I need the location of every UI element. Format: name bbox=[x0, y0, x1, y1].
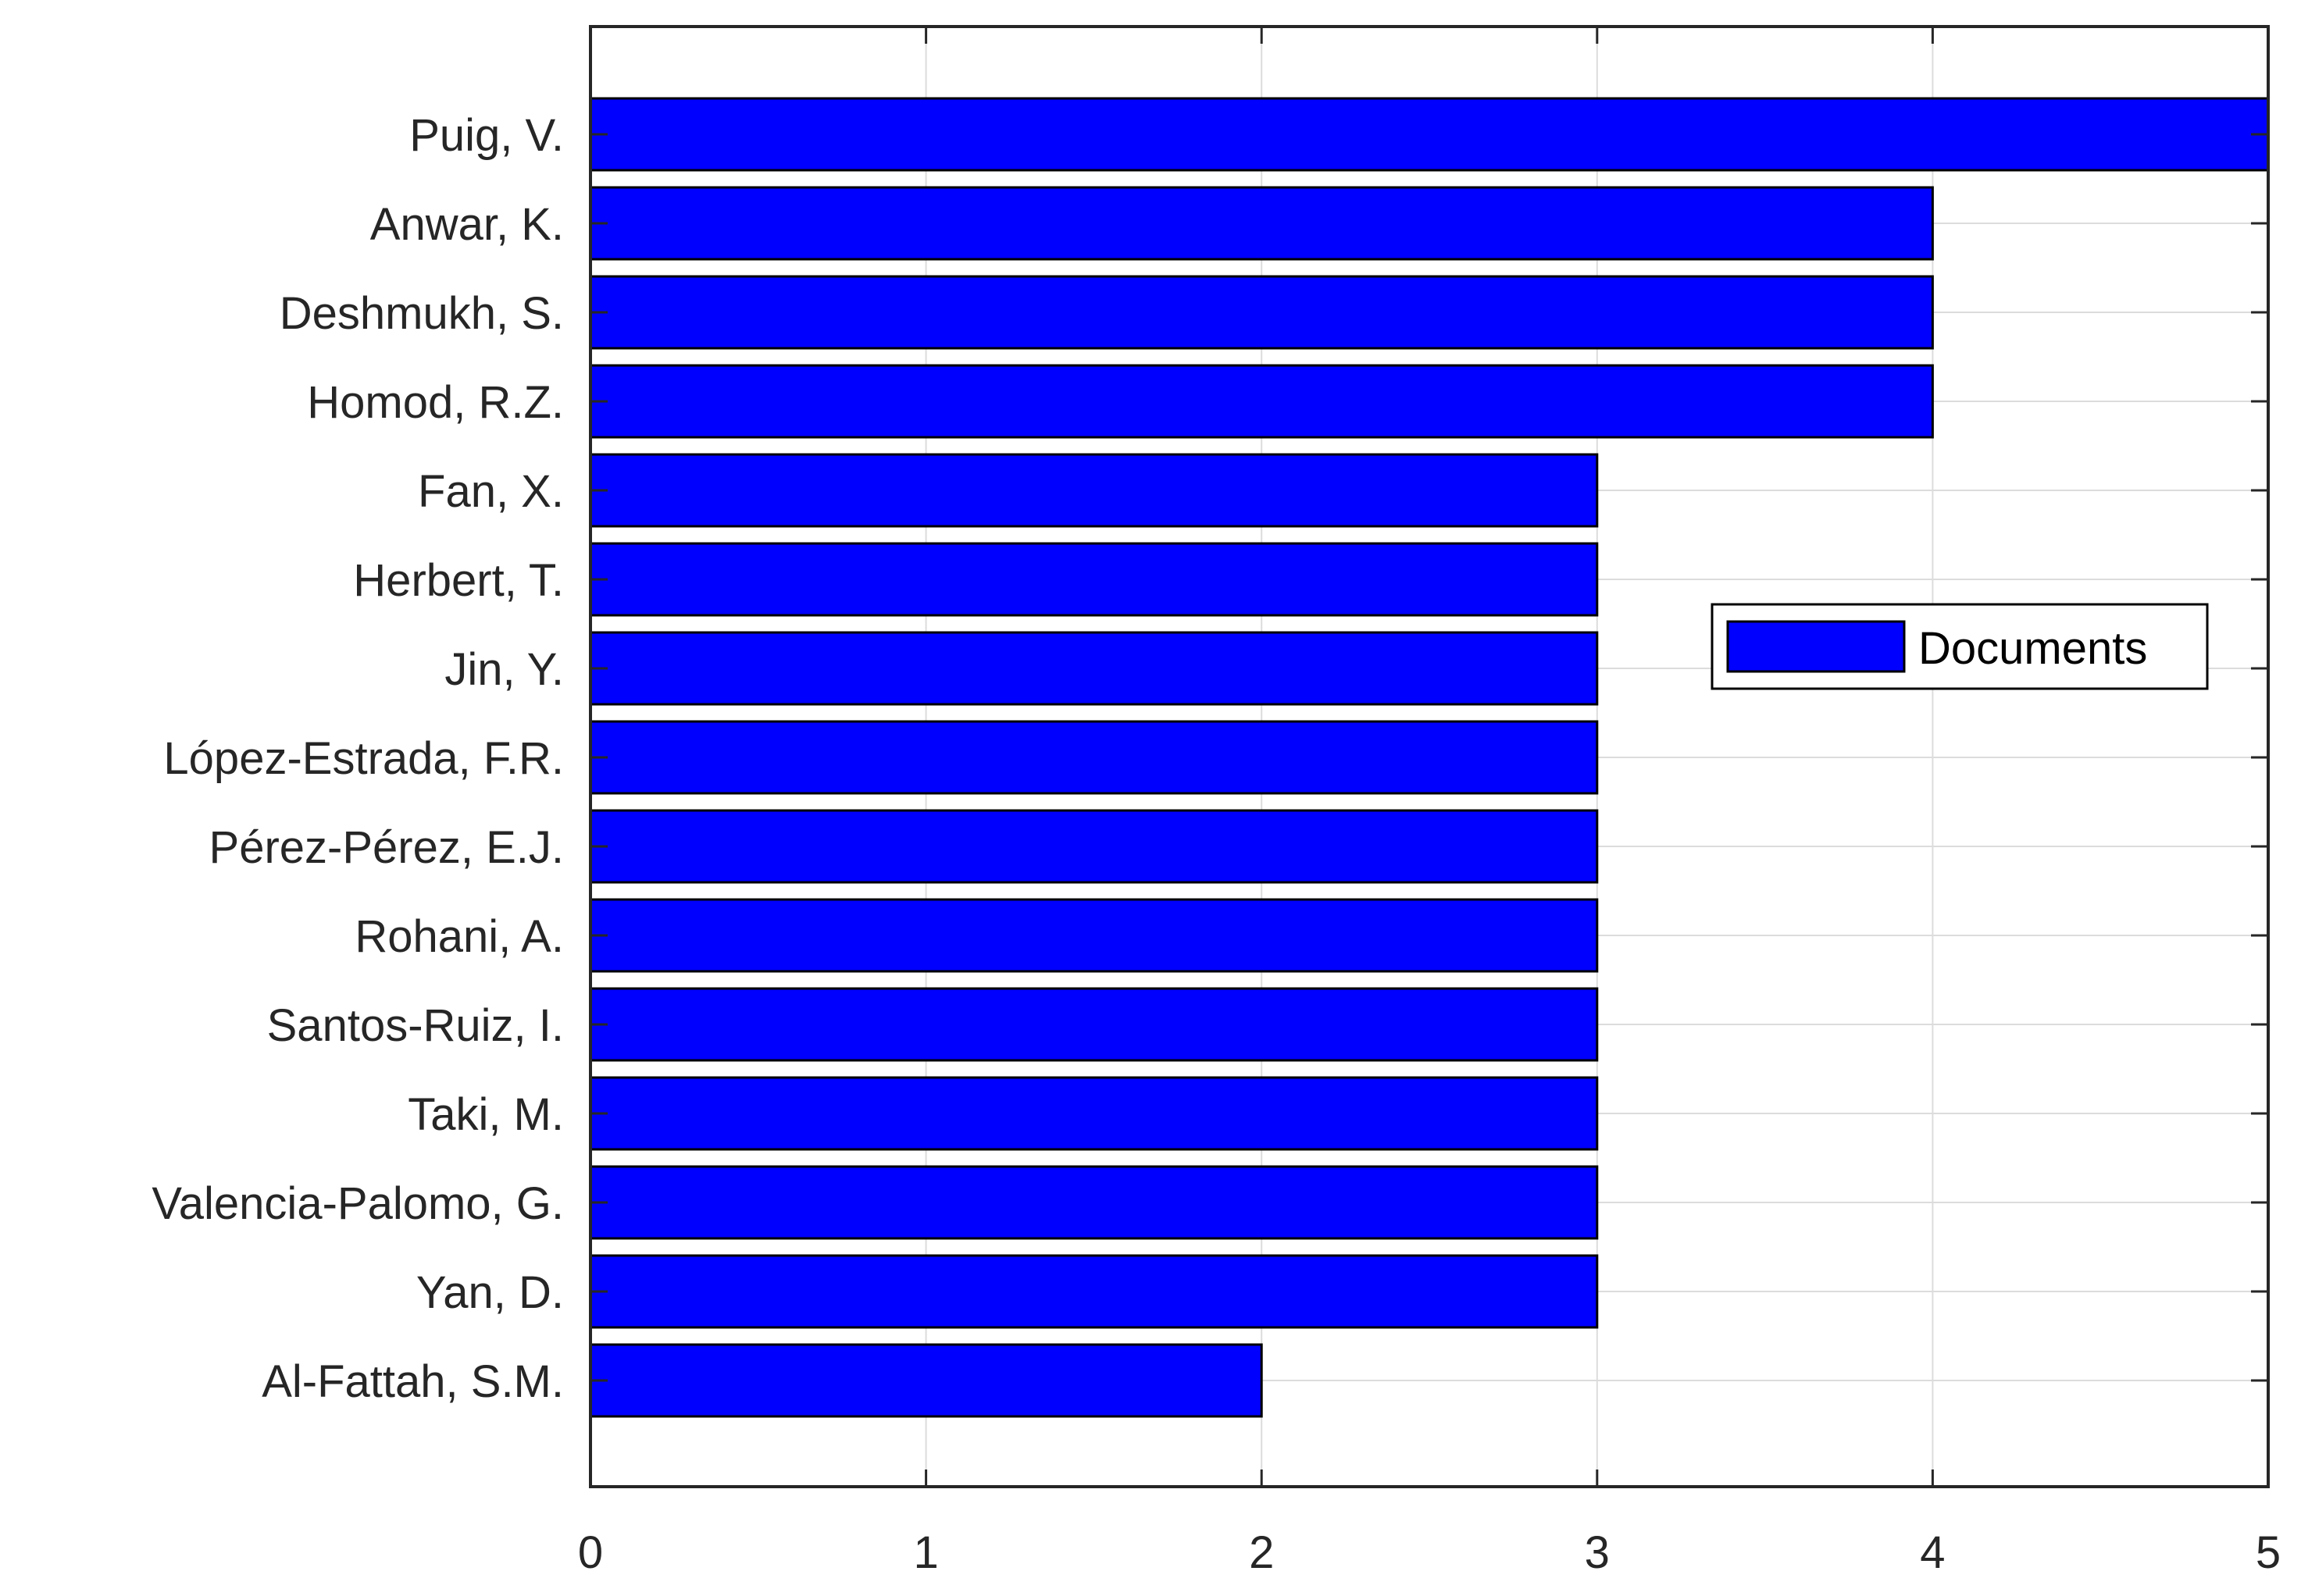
x-tick-label: 2 bbox=[1249, 1527, 1274, 1578]
bar bbox=[589, 1165, 1599, 1240]
y-tick-label: Pérez-Pérez, E.J. bbox=[209, 822, 564, 873]
y-tick-label: Santos-Ruiz, I. bbox=[267, 1000, 564, 1051]
y-tick-label: Rohani, A. bbox=[355, 911, 564, 962]
x-tick-labels: 0 1 2 3 4 5 bbox=[578, 1527, 2281, 1578]
bar bbox=[589, 809, 1599, 884]
bar bbox=[589, 720, 1599, 795]
y-tick-label: Homod, R.Z. bbox=[307, 377, 564, 428]
bar bbox=[589, 898, 1599, 973]
y-tick-label: Puig, V. bbox=[409, 110, 564, 161]
x-tick-label: 0 bbox=[578, 1527, 603, 1578]
y-tick-label: Deshmukh, S. bbox=[280, 288, 564, 339]
y-tick-label: Anwar, K. bbox=[370, 199, 564, 250]
y-tick-label: Al-Fattah, S.M. bbox=[262, 1356, 564, 1407]
legend-swatch bbox=[1726, 620, 1906, 673]
bar bbox=[589, 453, 1599, 528]
x-tick-label: 1 bbox=[913, 1527, 938, 1578]
y-tick-labels: Puig, V. Anwar, K. Deshmukh, S. Homod, R.Z.… bbox=[152, 110, 564, 1407]
bar bbox=[589, 275, 1934, 350]
y-tick-label: Fan, X. bbox=[418, 466, 564, 517]
bar bbox=[589, 987, 1599, 1062]
bar bbox=[589, 1076, 1599, 1151]
x-tick-label: 3 bbox=[1585, 1527, 1610, 1578]
bar bbox=[589, 97, 2270, 172]
bar bbox=[589, 631, 1599, 706]
bar bbox=[589, 542, 1599, 617]
legend-label: Documents bbox=[1918, 623, 2147, 674]
y-tick-label: Jin, Y. bbox=[444, 644, 564, 695]
axis-ticks bbox=[589, 27, 2270, 1487]
bar bbox=[589, 1343, 1263, 1418]
bars bbox=[589, 97, 2270, 1418]
bar bbox=[589, 364, 1934, 439]
y-tick-label: López-Estrada, F.R. bbox=[163, 733, 564, 784]
y-tick-label: Valencia-Palomo, G. bbox=[152, 1178, 564, 1229]
y-tick-label: Herbert, T. bbox=[353, 555, 564, 606]
bar bbox=[589, 1254, 1599, 1329]
y-tick-label: Taki, M. bbox=[408, 1089, 564, 1140]
bar bbox=[589, 186, 1934, 261]
x-tick-label: 5 bbox=[2256, 1527, 2281, 1578]
x-tick-label: 4 bbox=[1920, 1527, 1945, 1578]
y-tick-label: Yan, D. bbox=[416, 1267, 564, 1318]
legend: Documents bbox=[1711, 603, 2209, 690]
